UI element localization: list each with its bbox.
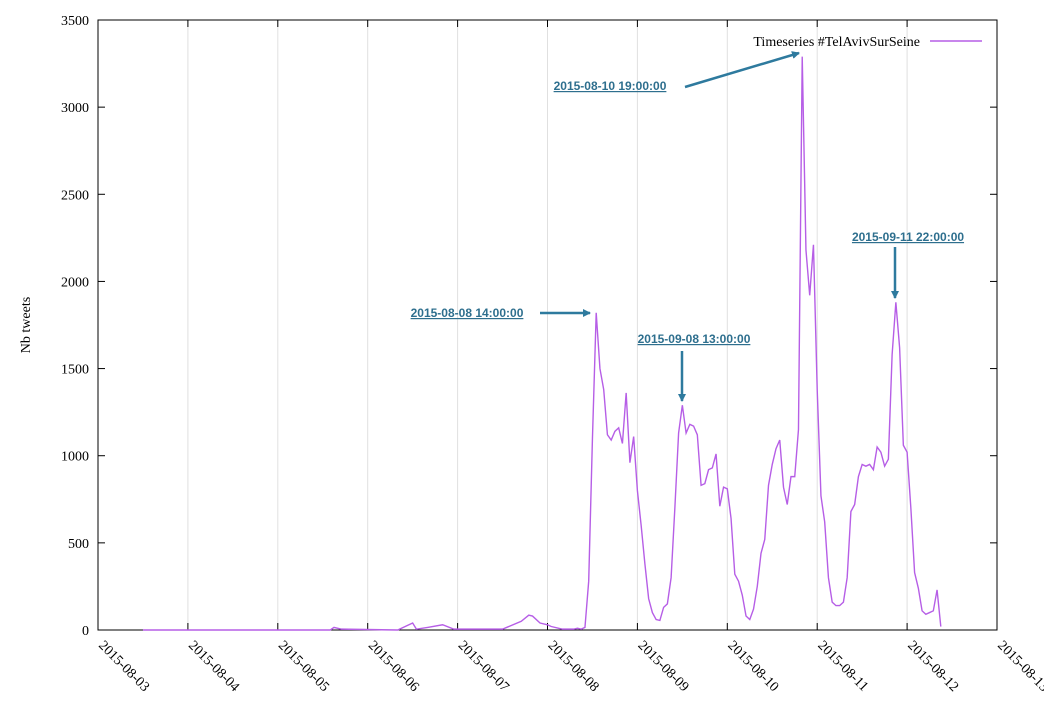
y-tick-label: 0	[82, 624, 89, 639]
annotation: 2015-08-08 14:00:00	[411, 306, 524, 320]
x-tick-label: 2015-08-08	[545, 638, 602, 695]
annotation: 2015-09-08 13:00:00	[638, 332, 751, 346]
annotation-arrow	[684, 51, 800, 89]
y-axis-label: Nb tweets	[19, 297, 34, 353]
x-tick-label: 2015-08-05	[275, 638, 332, 695]
annotation: 2015-08-10 19:00:00	[554, 79, 667, 93]
y-tick-label: 2000	[61, 275, 89, 290]
x-tick-label: 2015-08-12	[904, 638, 961, 695]
plot-frame	[97, 19, 998, 631]
y-tick-label: 1500	[61, 363, 89, 378]
x-tick-label: 2015-08-07	[455, 638, 512, 695]
x-tick-label: 2015-08-03	[95, 638, 152, 695]
annotation: 2015-09-11 22:00:00	[852, 230, 964, 244]
x-tick-label: 2015-08-04	[185, 638, 242, 695]
y-tick-label: 2500	[61, 188, 89, 203]
y-tick-label: 3500	[61, 14, 89, 29]
x-tick-label: 2015-08-09	[635, 638, 692, 695]
legend-label: Timeseries #TelAvivSurSeine	[753, 35, 920, 50]
y-tick-label: 3000	[61, 101, 89, 116]
x-tick-label: 2015-08-10	[724, 638, 781, 695]
x-tick-label: 2015-08-13	[994, 638, 1044, 695]
y-tick-label: 500	[68, 537, 89, 552]
x-tick-label: 2015-08-11	[814, 638, 870, 694]
series-line	[142, 56, 942, 631]
y-tick-label: 1000	[61, 450, 89, 465]
x-tick-label: 2015-08-06	[365, 638, 422, 695]
